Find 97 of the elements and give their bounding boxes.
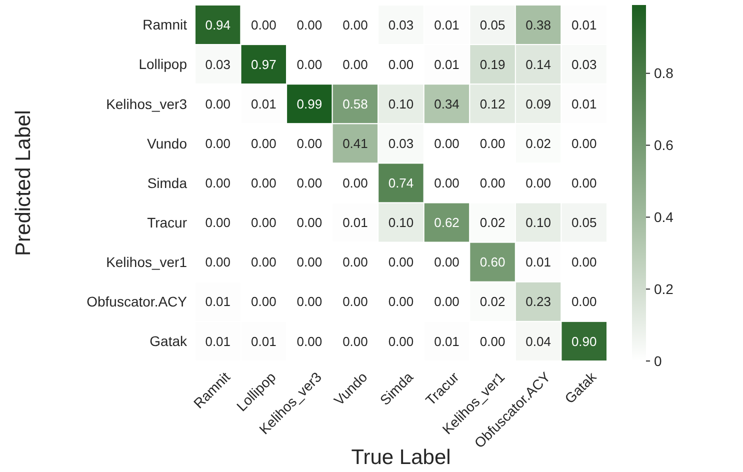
data-label: 0.00 (434, 136, 460, 151)
data-label: 0.02 (480, 294, 506, 310)
data-label: 0.01 (571, 96, 597, 112)
data-label: 0.00 (342, 56, 368, 72)
y-tick-label: Vundo (147, 135, 188, 152)
y-tick-label: Gatak (150, 333, 188, 350)
color-bar-label: 0.6 (654, 137, 674, 154)
data-label: 0.00 (205, 96, 231, 112)
data-label: 0.19 (480, 56, 506, 72)
data-label: 0.01 (205, 294, 231, 310)
data-label: 0.00 (342, 334, 368, 349)
data-label: 0.00 (205, 176, 231, 191)
data-label: 0.00 (480, 136, 506, 151)
data-label: 0.00 (296, 136, 322, 151)
data-label: 0.00 (571, 294, 597, 310)
y-tick-label: Tracur (147, 214, 188, 230)
data-label: 0.58 (342, 96, 368, 112)
data-label: 0.01 (434, 17, 460, 32)
data-label: 0.01 (434, 56, 460, 72)
data-label: 0.00 (296, 294, 322, 310)
data-label: 0.00 (434, 294, 460, 310)
data-label: 0.00 (480, 334, 506, 349)
data-label: 0.00 (434, 176, 460, 191)
data-label: 0.00 (388, 254, 414, 270)
data-label: 0.00 (205, 136, 231, 151)
data-label: 0.00 (388, 56, 414, 72)
data-label: 0.01 (205, 334, 231, 349)
y-tick-label: Obfuscator.ACY (86, 294, 188, 310)
data-label: 0.10 (526, 215, 551, 230)
data-label: 0.00 (205, 215, 231, 230)
color-bar-label: 0 (654, 352, 662, 369)
y-tick-label: Ramnit (142, 16, 188, 33)
data-label: 0.10 (388, 96, 414, 112)
data-label: 0.00 (480, 176, 506, 191)
data-label: 0.03 (205, 56, 231, 72)
data-label: 0.00 (251, 136, 276, 151)
data-label: 0.23 (526, 294, 551, 310)
y-tick-label: Kelihos_ver1 (106, 254, 188, 270)
data-label: 0.02 (480, 215, 506, 230)
data-label: 0.00 (571, 136, 597, 151)
data-label: 0.00 (342, 176, 368, 191)
color-bar-label: 0.2 (654, 280, 674, 297)
data-label: 0.00 (251, 294, 276, 310)
data-label: 0.00 (434, 254, 460, 270)
data-label: 0.00 (342, 254, 368, 270)
data-label: 0.01 (526, 254, 551, 270)
data-label: 0.14 (526, 56, 551, 72)
data-label: 0.00 (571, 176, 597, 191)
data-label: 0.10 (388, 215, 414, 230)
y-axis-title: Predicted Label (12, 110, 35, 256)
data-label: 0.00 (296, 215, 322, 230)
data-label: 0.00 (296, 254, 322, 270)
data-label: 0.05 (480, 17, 506, 32)
data-label: 0.00 (296, 17, 322, 32)
data-label: 0.97 (251, 56, 276, 72)
data-label: 0.00 (251, 176, 276, 191)
data-label: 0.94 (205, 17, 231, 32)
data-label: 0.01 (342, 215, 368, 230)
data-label: 0.74 (388, 176, 414, 191)
data-label: 0.60 (480, 254, 506, 270)
data-label: 0.00 (251, 254, 276, 270)
x-axis-title: True Label (351, 446, 451, 469)
color-bar-label: 0.4 (654, 209, 674, 226)
data-label: 0.01 (571, 17, 597, 32)
data-label: 0.12 (480, 96, 506, 112)
data-label: 0.00 (388, 294, 414, 310)
data-label: 0.00 (571, 254, 597, 270)
data-label: 0.09 (526, 96, 551, 112)
data-label: 0.00 (205, 254, 231, 270)
data-label: 0.01 (251, 96, 276, 112)
data-label: 0.38 (526, 17, 551, 32)
data-label: 0.62 (434, 215, 460, 230)
data-label: 0.41 (342, 136, 368, 151)
data-label: 0.00 (342, 294, 368, 310)
data-label: 0.90 (571, 334, 597, 349)
data-label: 0.04 (526, 334, 551, 349)
data-label: 0.00 (526, 176, 551, 191)
data-label: 0.03 (388, 17, 414, 32)
data-label: 0.00 (296, 176, 322, 191)
data-label: 0.02 (526, 136, 551, 151)
data-label: 0.01 (434, 334, 460, 349)
data-label: 0.99 (296, 96, 322, 112)
data-label: 0.00 (296, 56, 322, 72)
data-label: 0.00 (251, 17, 276, 32)
data-label: 0.03 (388, 136, 414, 151)
data-label: 0.00 (388, 334, 414, 349)
color-bar-label: 0.8 (654, 65, 674, 82)
data-label: 0.03 (571, 56, 597, 72)
data-label: 0.34 (434, 96, 460, 112)
data-label: 0.00 (296, 334, 322, 349)
y-tick-label: Simda (147, 174, 188, 191)
y-tick-label: Kelihos_ver3 (106, 96, 188, 112)
data-label: 0.00 (251, 215, 276, 230)
y-tick-label: Lollipop (138, 56, 188, 72)
data-label: 0.00 (342, 17, 368, 32)
data-label: 0.05 (571, 215, 597, 230)
data-label: 0.01 (251, 334, 276, 349)
